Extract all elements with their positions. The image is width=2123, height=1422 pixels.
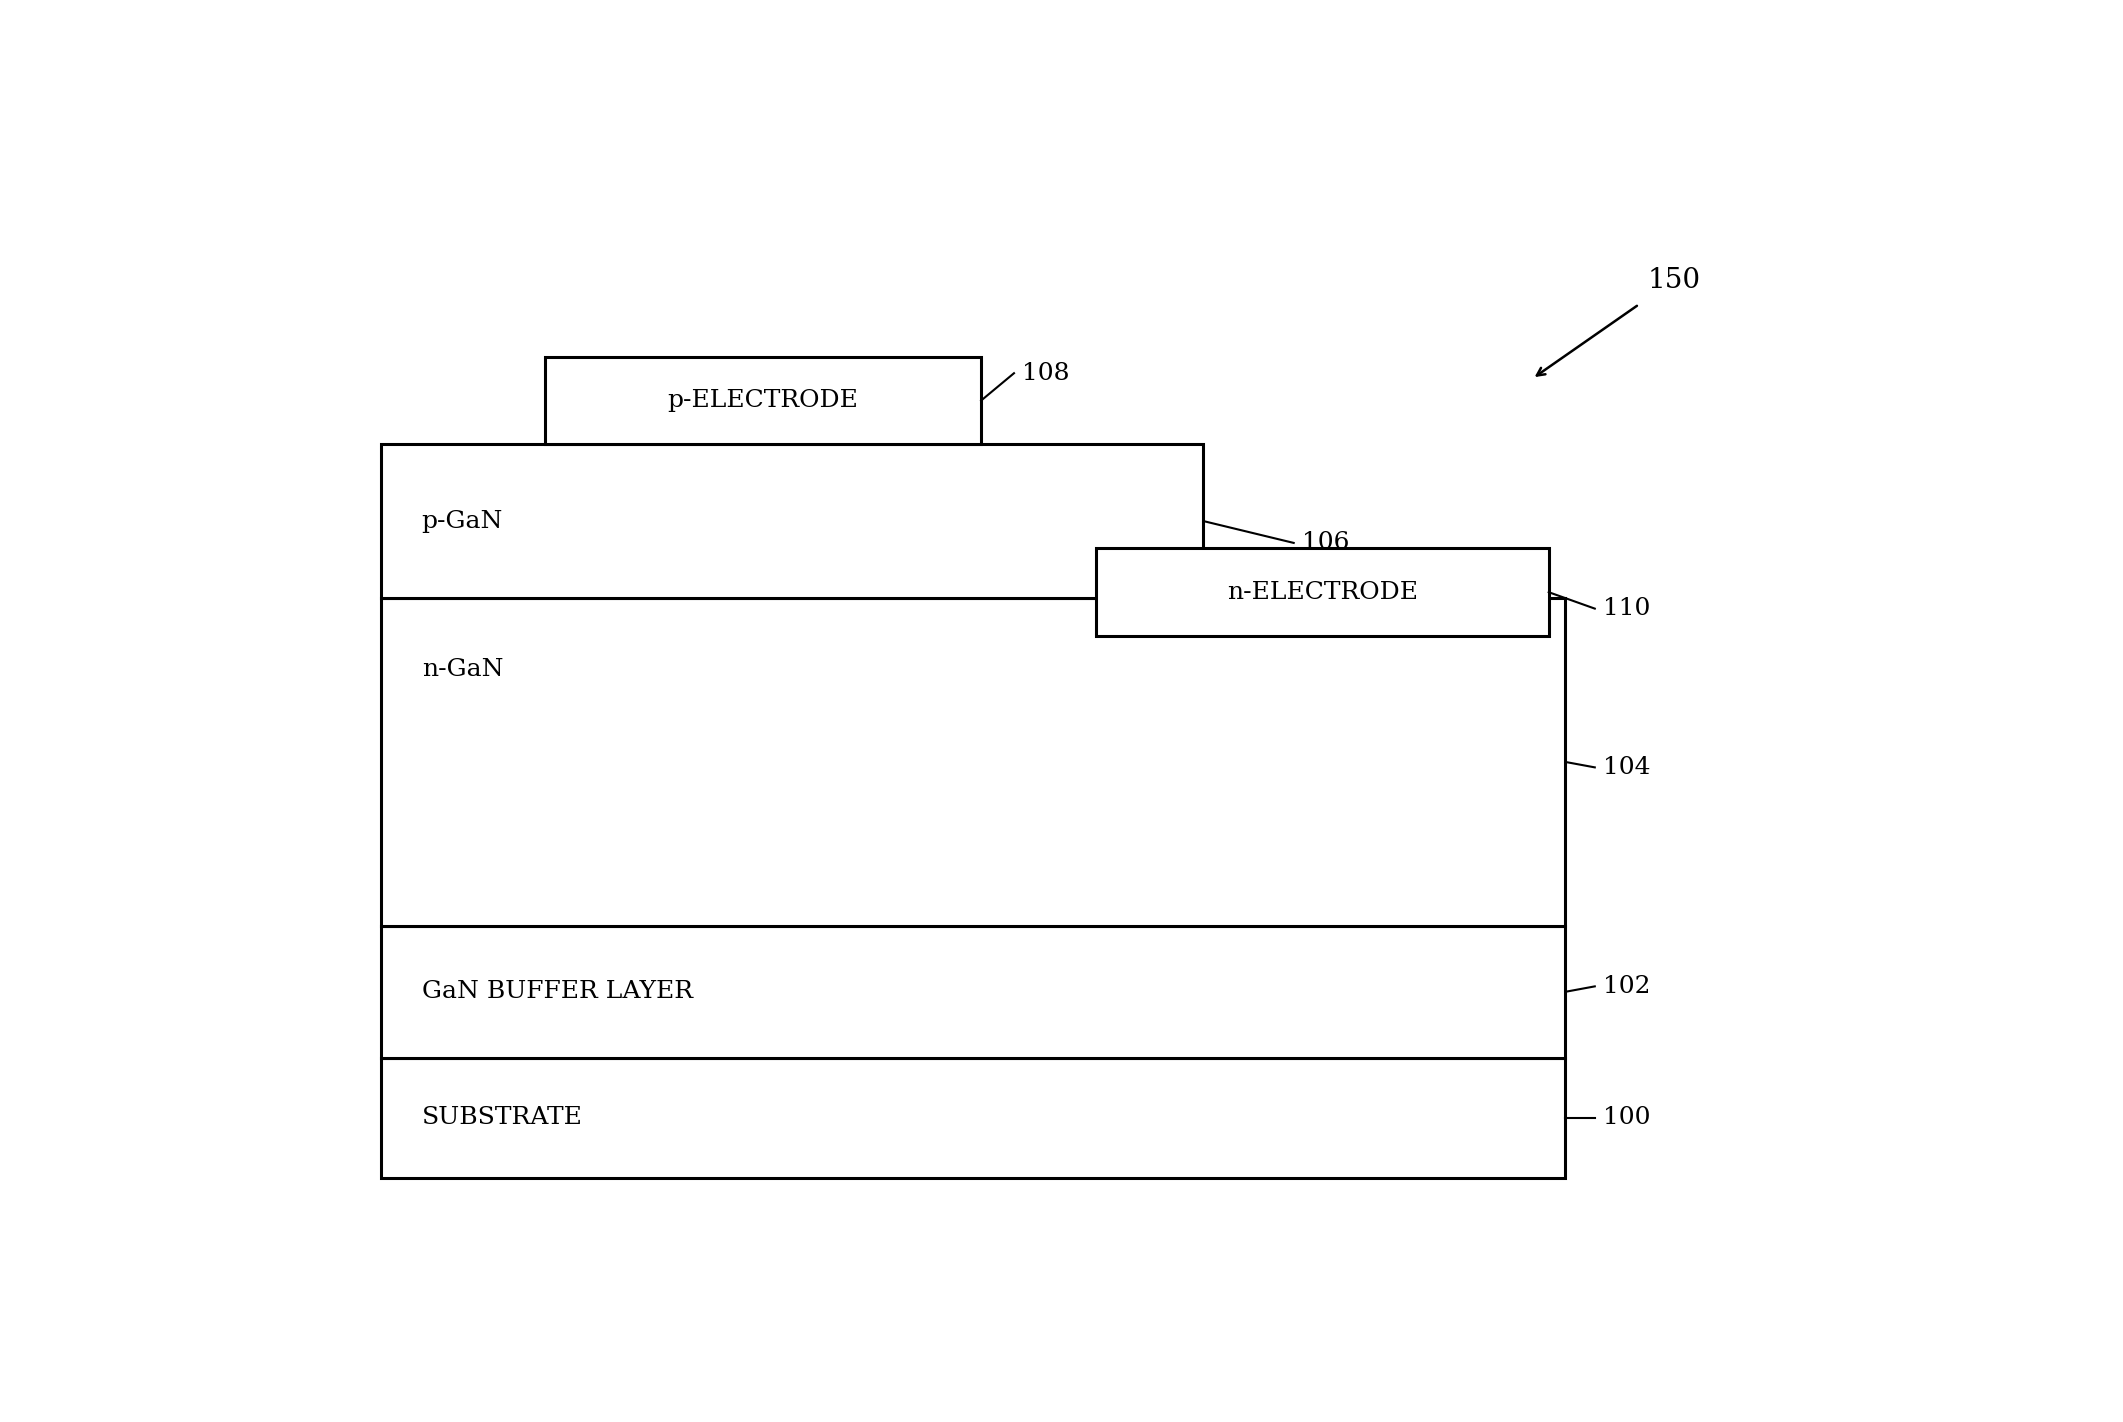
Text: 100: 100 [1603,1106,1650,1129]
Text: SUBSTRATE: SUBSTRATE [422,1106,582,1129]
Bar [1095,549,1550,636]
Text: 150: 150 [1647,267,1701,293]
Text: n-ELECTRODE: n-ELECTRODE [1227,580,1418,604]
Text: p-GaN: p-GaN [422,509,503,532]
Text: 102: 102 [1603,975,1650,998]
Text: 106: 106 [1301,532,1350,555]
Bar [380,926,1565,1058]
Text: n-GaN: n-GaN [422,658,503,681]
Text: 108: 108 [1023,361,1070,385]
Bar [380,597,1565,926]
Text: 104: 104 [1603,757,1650,779]
Bar [546,357,981,445]
Text: GaN BUFFER LAYER: GaN BUFFER LAYER [422,980,692,1004]
Bar [380,445,1204,597]
Bar [380,1058,1565,1177]
Text: 110: 110 [1603,597,1650,620]
Text: p-ELECTRODE: p-ELECTRODE [667,390,858,412]
